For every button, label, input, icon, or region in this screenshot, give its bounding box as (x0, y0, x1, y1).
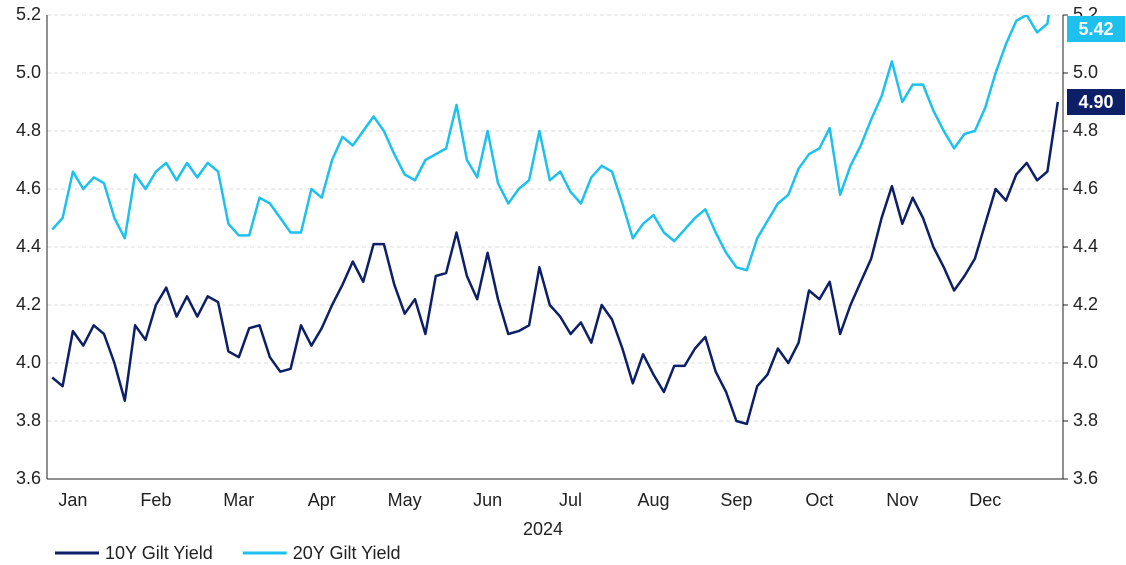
x-tick-label: May (388, 490, 422, 510)
x-tick-label: Aug (637, 490, 669, 510)
legend-label: 10Y Gilt Yield (105, 543, 213, 563)
y-tick-label: 5.2 (16, 4, 41, 24)
x-tick-label: Jun (473, 490, 502, 510)
x-axis-label: 2024 (523, 519, 563, 539)
x-tick-label: Mar (223, 490, 254, 510)
plot-area (51, 15, 1060, 426)
x-tick-label: Apr (308, 490, 336, 510)
end-label-box (1067, 89, 1125, 115)
x-tick-label: Jul (559, 490, 582, 510)
y-tick-label: 4.2 (16, 294, 41, 314)
y-tick-label: 4.4 (16, 236, 41, 256)
y2-tick-label: 4.6 (1073, 178, 1098, 198)
end-label: 4.90 (1078, 92, 1113, 112)
line-series (51, 15, 1050, 272)
y-tick-label: 4.6 (16, 178, 41, 198)
y2-tick-label: 5.0 (1073, 62, 1098, 82)
y2-tick-label: 4.2 (1073, 294, 1098, 314)
x-tick-label: Oct (805, 490, 833, 510)
end-label-box (1067, 16, 1125, 42)
x-tick-label: Jan (58, 490, 87, 510)
y2-tick-label: 4.4 (1073, 236, 1098, 256)
y-tick-label: 3.8 (16, 410, 41, 430)
line-series (51, 101, 1060, 426)
legend-label: 20Y Gilt Yield (293, 543, 401, 563)
x-tick-label: Sep (720, 490, 752, 510)
x-tick-label: Feb (140, 490, 171, 510)
y-tick-label: 5.0 (16, 62, 41, 82)
end-label: 5.42 (1078, 19, 1113, 39)
y2-tick-label: 4.8 (1073, 120, 1098, 140)
y2-tick-label: 3.6 (1073, 468, 1098, 488)
x-tick-label: Dec (969, 490, 1001, 510)
y-tick-label: 4.8 (16, 120, 41, 140)
y-tick-label: 4.0 (16, 352, 41, 372)
y-tick-label: 3.6 (16, 468, 41, 488)
x-tick-label: Nov (886, 490, 918, 510)
y2-tick-label: 3.8 (1073, 410, 1098, 430)
y2-tick-label: 4.0 (1073, 352, 1098, 372)
